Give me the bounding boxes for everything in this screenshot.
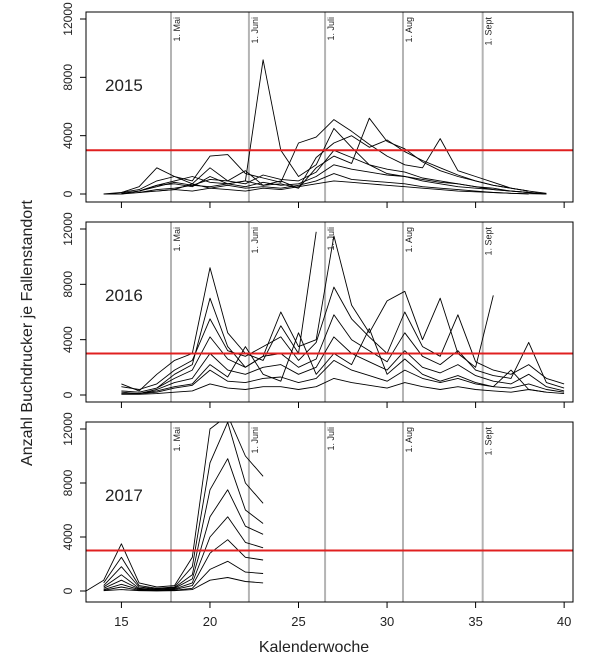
month-marker-label: 1. Aug	[404, 227, 414, 253]
y-tick-label: 12000	[61, 212, 75, 246]
panel-2017: 1. Mai 1. Juni 1. Juli 1. Aug 1. Sept 0 4000 80…	[61, 412, 574, 603]
x-tick-label: 15	[114, 614, 128, 629]
month-marker-label: 1. Mai	[172, 17, 182, 42]
series-line	[103, 117, 547, 195]
x-tick-label: 30	[380, 614, 394, 629]
series-line	[103, 489, 264, 591]
x-axis-label: Kalenderwoche	[259, 639, 369, 656]
y-tick-label: 4000	[61, 122, 75, 149]
series-line	[103, 577, 264, 592]
y-tick-label: 12000	[61, 412, 75, 446]
month-marker-label: 1. Aug	[404, 427, 414, 453]
y-axis-label: Anzahl Buchdrucker je Fallenstandort	[19, 199, 36, 465]
month-marker-label: 1. Juli	[326, 227, 336, 251]
panel-2015: 1. Mai 1. Juni 1. Juli 1. Aug 1. Sept 0 4000 80…	[61, 2, 574, 203]
series-line	[103, 516, 264, 591]
month-marker-label: 1. Sept	[484, 227, 494, 256]
series-line	[121, 314, 565, 393]
x-tick-label: 25	[291, 614, 305, 629]
series-line	[138, 135, 529, 192]
panel-2016: 1. Mai 1. Juni 1. Juli 1. Aug 1. Sept 0 4000 80…	[61, 212, 574, 403]
month-marker-label: 1. Juli	[326, 17, 336, 41]
y-tick-label: 8000	[61, 271, 75, 298]
y-tick-label: 8000	[61, 469, 75, 496]
y-tick-label: 4000	[61, 326, 75, 353]
month-marker-label: 1. Mai	[172, 227, 182, 252]
y-tick-label: 12000	[61, 2, 75, 36]
series-line	[156, 173, 529, 195]
series-line	[121, 286, 565, 390]
series-line	[121, 119, 529, 193]
panels: 1. Mai 1. Juni 1. Juli 1. Aug 1. Sept 0 4000 80…	[61, 2, 574, 603]
series-line	[139, 164, 547, 195]
y-tick-label: 4000	[61, 523, 75, 550]
month-marker-label: 1. Sept	[484, 427, 494, 456]
month-marker-label: 1. Juli	[326, 427, 336, 451]
series-line	[103, 458, 264, 590]
plot-frame	[85, 221, 574, 403]
series-group	[86, 422, 264, 592]
series-line	[121, 180, 547, 195]
year-label: 2016	[105, 286, 143, 305]
month-marker-label: 1. Sept	[484, 17, 494, 46]
x-tick-label: 35	[468, 614, 482, 629]
series-line	[156, 235, 494, 389]
series-group	[103, 59, 547, 195]
month-marker-label: 1. Juni	[250, 17, 260, 44]
series-line	[103, 560, 264, 592]
y-tick-label: 8000	[61, 64, 75, 91]
series-line	[103, 539, 264, 591]
month-marker-label: 1. Juni	[250, 427, 260, 454]
y-tick-label: 0	[61, 391, 75, 398]
series-line	[103, 422, 264, 589]
x-tick-label: 20	[203, 614, 217, 629]
x-tick-label: 40	[557, 614, 571, 629]
series-line	[139, 328, 547, 395]
month-marker-label: 1. Aug	[404, 17, 414, 43]
y-tick-label: 0	[61, 587, 75, 594]
series-group	[121, 231, 565, 395]
series-line	[86, 422, 264, 592]
series-line	[121, 231, 317, 392]
month-marker-label: 1. Juni	[250, 227, 260, 254]
series-line	[121, 377, 565, 395]
year-label: 2017	[105, 486, 143, 505]
month-marker-label: 1. Mai	[172, 427, 182, 452]
year-label: 2015	[105, 76, 143, 95]
series-line	[121, 336, 565, 395]
x-axis: 15 20 25 30 35 40	[114, 202, 571, 629]
series-line	[121, 359, 565, 395]
plot-frame	[85, 11, 574, 203]
plot-frame	[85, 421, 574, 603]
y-tick-label: 0	[61, 190, 75, 197]
